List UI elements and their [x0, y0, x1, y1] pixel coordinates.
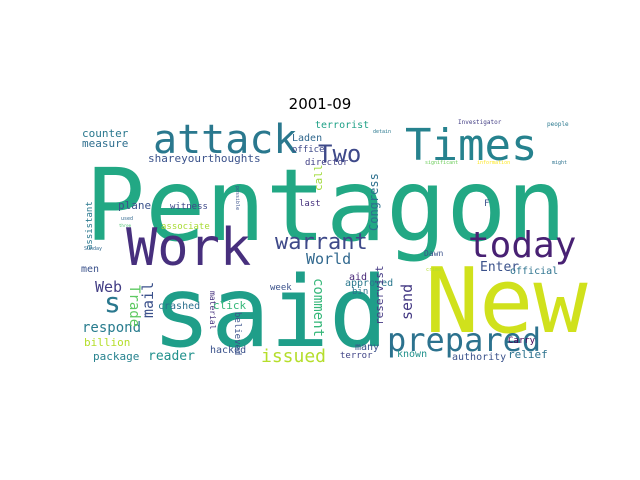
word-send: send [398, 284, 416, 320]
word-possible: possible [234, 186, 240, 210]
word-package: package [93, 350, 139, 363]
word-issued: issued [261, 346, 326, 367]
word-times: Times [405, 120, 537, 171]
word-enter: Enter [480, 260, 519, 275]
word-official: official [510, 266, 558, 277]
word-s: s [104, 286, 121, 319]
word-significant: significant [425, 160, 458, 166]
word-pentagon: Pentagon [85, 147, 567, 264]
word-click: click [213, 299, 246, 312]
word-respond: respond [82, 320, 141, 336]
word-trade: Trade [126, 285, 142, 327]
word-warrant: warrant [275, 230, 368, 255]
word-counter: counter [82, 127, 129, 140]
word-detain: detain [373, 129, 391, 135]
word-approved: approved [345, 278, 393, 289]
word-assistant: assistant [85, 201, 95, 250]
word-reservist: reservist [373, 265, 386, 325]
word-investigator: Investigator [458, 119, 502, 126]
word-congress: Congress [367, 173, 381, 231]
word-information: information [477, 160, 510, 166]
word-prepared: prepared [387, 321, 541, 359]
word-plane: plane [118, 199, 151, 212]
word-today: today [468, 225, 576, 266]
word-associate: associate [161, 222, 210, 232]
word-might: might [552, 160, 567, 166]
word-many: many [355, 342, 379, 353]
word-believed: believed [232, 312, 242, 355]
word-web: Web [95, 278, 122, 296]
word-hacked: hacked [210, 345, 246, 356]
chart-title: 2001-09 [289, 95, 352, 113]
word-witness: witness [170, 202, 208, 212]
word-laden: Laden [292, 133, 322, 144]
word-last: last [299, 199, 321, 209]
word-mail: mail [139, 282, 157, 318]
word-office: office [292, 145, 325, 155]
word-said: said [152, 256, 388, 370]
word-f: F [484, 199, 489, 209]
word-reader: reader [148, 349, 195, 364]
word-relief: relief [508, 348, 548, 361]
word-material: material [208, 291, 217, 330]
word-bin: bin [352, 287, 368, 297]
word-director: director [305, 158, 349, 168]
word-terrorist: terrorist [315, 120, 369, 131]
word-world: World [306, 250, 351, 268]
word-crashed: crashed [158, 301, 200, 312]
word-terror: terror [340, 351, 373, 361]
word-comment: comment [310, 278, 326, 337]
word-two: Two [318, 140, 361, 168]
word-work: Work [126, 218, 251, 278]
word-carry: Carry [508, 336, 536, 346]
word-dawn: Dawn [424, 249, 443, 258]
word-attack: attack [153, 117, 298, 163]
word-sunday: Sunday [84, 246, 102, 252]
word-shareyourthoughts: shareyourthoughts [148, 152, 261, 165]
word-week: week [270, 283, 292, 293]
word-three: three [119, 223, 132, 228]
word-new: New [425, 249, 588, 354]
word-crime: crime [426, 267, 441, 273]
word-billion: billion [84, 336, 130, 349]
word-known: known [397, 349, 427, 360]
word-measure: measure [82, 137, 128, 150]
word-authority: authority [452, 352, 506, 363]
word-people: people [547, 121, 569, 128]
word-aid: aid [349, 272, 367, 283]
word-used: used [121, 216, 133, 222]
word-men: men [81, 264, 99, 275]
word-call: call [312, 165, 325, 192]
